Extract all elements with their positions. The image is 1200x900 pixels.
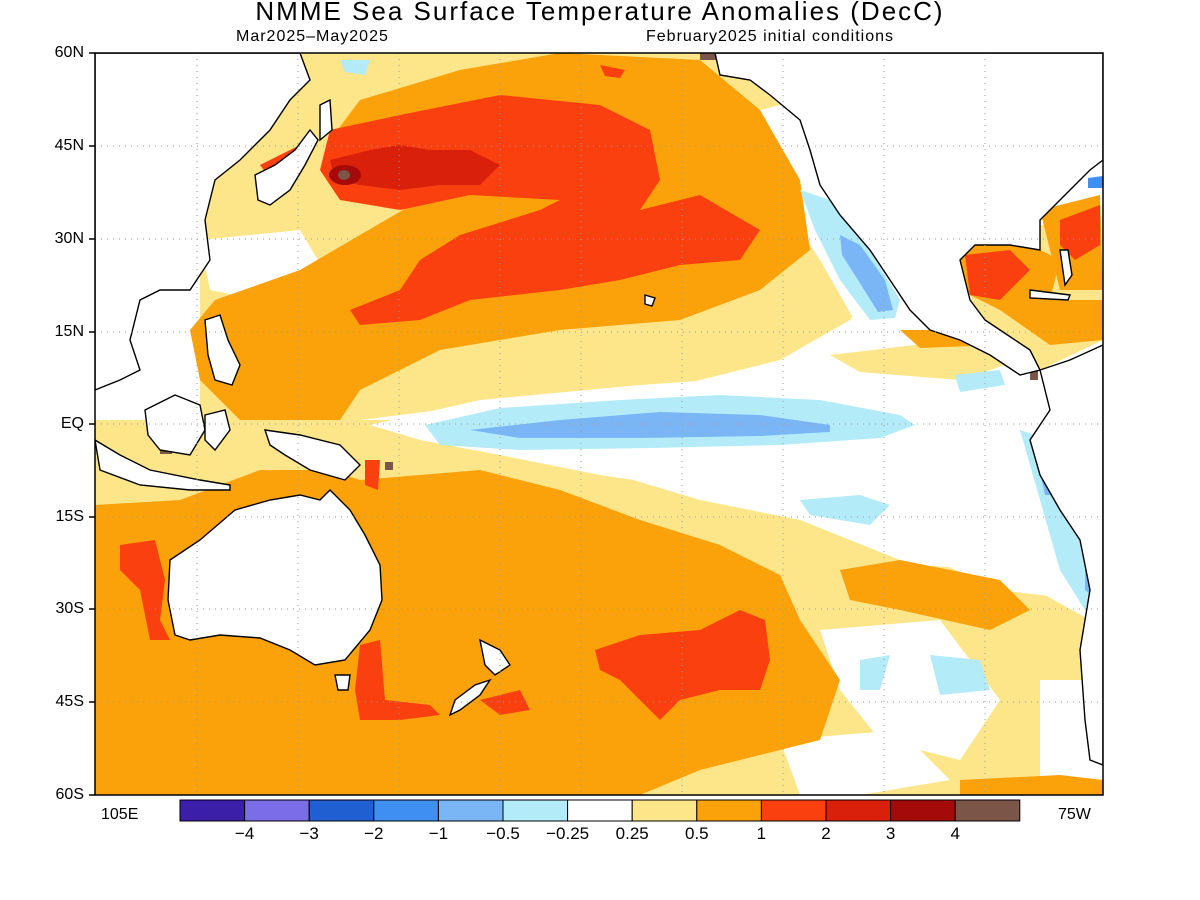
colorbar-tick-label: −0.5 — [486, 824, 520, 843]
anomaly-neg-1-2 — [1088, 176, 1103, 188]
lat-label-60n: 60N — [54, 44, 84, 61]
map-title: NMME Sea Surface Temperature Anomalies (… — [255, 0, 945, 26]
colorbar-swatch — [244, 799, 310, 822]
lat-label-30n: 30N — [54, 230, 84, 247]
lat-label-eq: EQ — [60, 415, 84, 432]
colorbar-swatch — [954, 799, 1021, 822]
lon-label-right: 75W — [1058, 806, 1091, 823]
lon-label-left: 105E — [101, 806, 139, 823]
y-axis-ticks — [89, 52, 95, 796]
colorbar-tick-label: 4 — [950, 824, 960, 843]
colorbar-swatch — [760, 799, 827, 822]
colorbar-tick-label: −4 — [234, 824, 255, 843]
colorbar-swatch — [825, 799, 892, 822]
colorbar-swatch — [890, 799, 956, 822]
lat-label-45s: 45S — [55, 693, 84, 710]
forecast-period: Mar2025–May2025 — [236, 28, 389, 45]
land-masses — [95, 53, 1103, 766]
lat-label-45n: 45N — [54, 137, 84, 154]
colorbar-tick-label: −3 — [299, 824, 319, 843]
colorbar-swatch — [179, 799, 246, 822]
initial-conditions: February2025 initial conditions — [646, 28, 895, 45]
colorbar-swatch — [502, 799, 569, 822]
colorbar-tick-label: −2 — [364, 824, 384, 843]
colorbar-tick-label: 1 — [756, 824, 767, 843]
colorbar-swatch — [631, 799, 698, 822]
colorbar-tick-label: −0.25 — [546, 824, 590, 843]
colorbar-swatch — [308, 799, 375, 822]
lat-label-60s: 60S — [55, 786, 84, 803]
colorbar-tick-label: −1 — [428, 824, 449, 843]
colorbar-swatch — [373, 799, 439, 822]
lat-label-15n: 15N — [54, 323, 84, 340]
lat-lon-grid — [95, 53, 1103, 795]
colorbar-tick-label: 0.25 — [615, 824, 649, 843]
colorbar-swatch — [696, 799, 762, 822]
colorbar-tick-label: 0.5 — [684, 824, 709, 843]
colorbar-tick-label: 3 — [885, 824, 896, 843]
colorbar-tick-label: 2 — [821, 824, 831, 843]
lat-label-15s: 15S — [55, 508, 84, 525]
colorbar-swatch — [437, 799, 504, 822]
anomaly-2-3 — [330, 145, 500, 190]
lat-label-30s: 30S — [55, 600, 84, 617]
colorbar-swatch — [567, 799, 633, 822]
